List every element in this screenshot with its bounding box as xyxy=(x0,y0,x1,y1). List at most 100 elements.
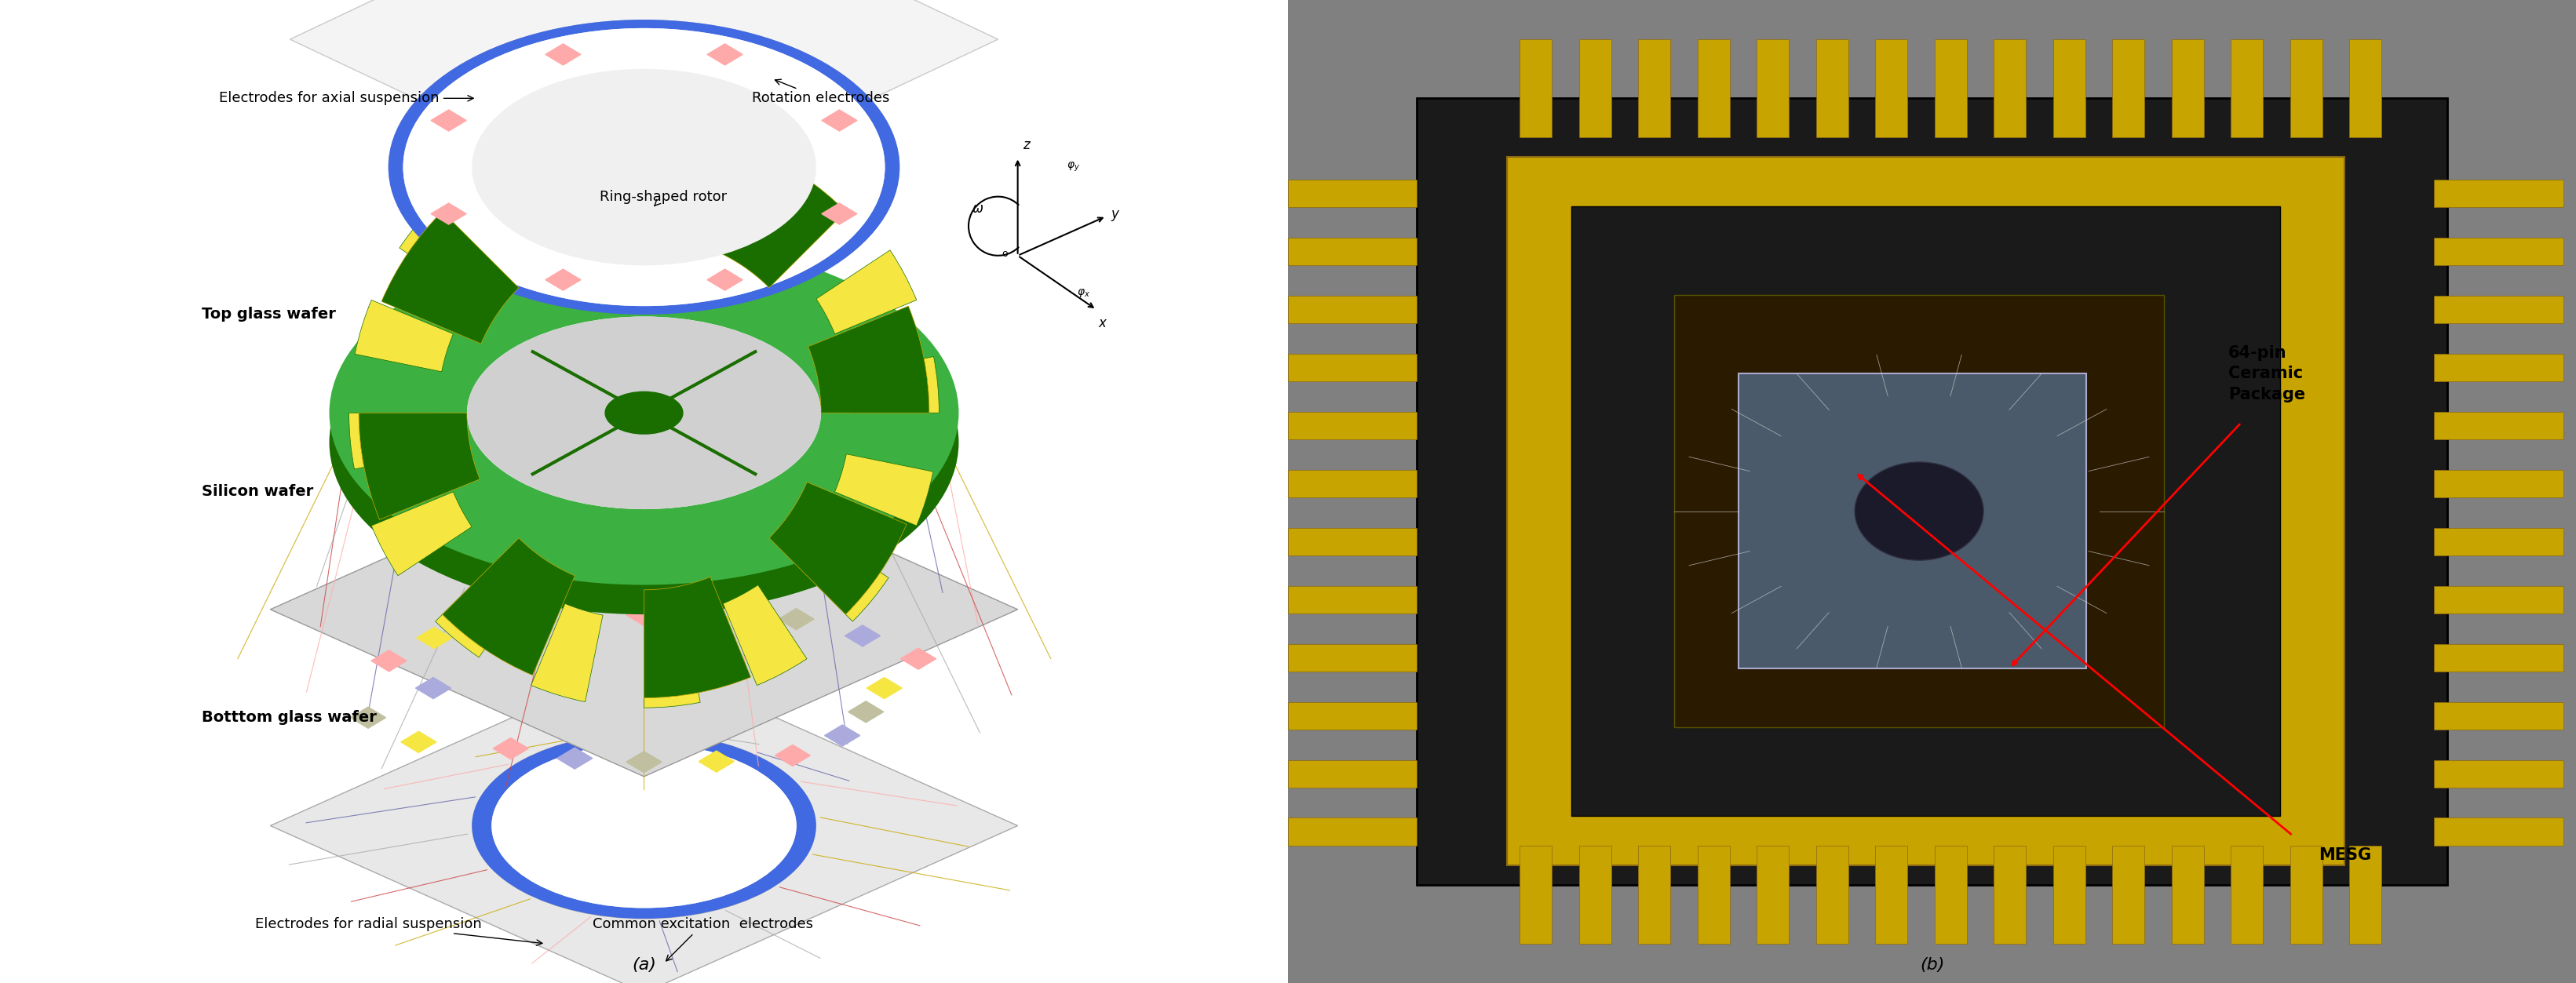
Polygon shape xyxy=(515,46,556,72)
Wedge shape xyxy=(685,124,757,222)
Text: (a): (a) xyxy=(631,957,657,973)
Text: z: z xyxy=(1023,139,1030,152)
Ellipse shape xyxy=(466,346,822,539)
Polygon shape xyxy=(845,625,881,647)
Polygon shape xyxy=(809,91,853,118)
Polygon shape xyxy=(415,677,451,699)
Wedge shape xyxy=(760,168,853,267)
Wedge shape xyxy=(443,538,574,675)
Polygon shape xyxy=(546,44,580,65)
Polygon shape xyxy=(430,203,466,224)
Wedge shape xyxy=(770,482,907,614)
Polygon shape xyxy=(430,110,466,131)
Bar xyxy=(2290,39,2324,138)
Bar xyxy=(1520,845,1553,944)
Text: 64-pin
Ceramic
Package: 64-pin Ceramic Package xyxy=(2228,345,2306,402)
Bar xyxy=(1288,238,1417,265)
Bar xyxy=(2434,412,2563,439)
Ellipse shape xyxy=(531,765,757,887)
Bar xyxy=(1288,818,1417,845)
Bar xyxy=(1288,470,1417,497)
Ellipse shape xyxy=(471,732,817,919)
Wedge shape xyxy=(435,558,528,658)
Polygon shape xyxy=(270,659,1018,983)
Polygon shape xyxy=(546,269,580,290)
Ellipse shape xyxy=(466,317,822,509)
Polygon shape xyxy=(556,748,592,769)
Text: x: x xyxy=(1097,317,1105,330)
Wedge shape xyxy=(587,118,644,210)
Bar xyxy=(1288,528,1417,555)
Polygon shape xyxy=(775,745,811,766)
Text: Ring-shaped rotor: Ring-shaped rotor xyxy=(600,190,726,206)
Text: $\varphi_x$: $\varphi_x$ xyxy=(1077,287,1090,299)
Polygon shape xyxy=(809,216,853,243)
Bar xyxy=(1994,845,2027,944)
Polygon shape xyxy=(866,677,902,699)
Bar xyxy=(2434,470,2563,497)
FancyBboxPatch shape xyxy=(1507,157,2344,865)
Polygon shape xyxy=(626,751,662,773)
Bar xyxy=(1520,39,1553,138)
Wedge shape xyxy=(355,300,453,372)
Polygon shape xyxy=(402,731,435,753)
FancyBboxPatch shape xyxy=(1739,374,2087,668)
Polygon shape xyxy=(778,608,814,630)
Bar xyxy=(2349,39,2383,138)
Wedge shape xyxy=(791,528,889,621)
Text: o: o xyxy=(1002,249,1007,259)
Polygon shape xyxy=(461,603,497,624)
Text: Top glass wafer: Top glass wafer xyxy=(201,307,335,322)
Polygon shape xyxy=(824,724,860,746)
Bar xyxy=(2349,845,2383,944)
Ellipse shape xyxy=(389,20,899,315)
Bar xyxy=(1698,845,1731,944)
Ellipse shape xyxy=(330,241,958,585)
Polygon shape xyxy=(840,154,881,180)
Polygon shape xyxy=(435,91,479,118)
Bar xyxy=(1638,845,1672,944)
Wedge shape xyxy=(714,150,845,288)
Bar xyxy=(2434,760,2563,787)
Polygon shape xyxy=(623,279,665,305)
Text: Rotation electrodes: Rotation electrodes xyxy=(752,80,889,105)
FancyBboxPatch shape xyxy=(1571,206,2280,816)
Ellipse shape xyxy=(453,56,835,278)
Bar xyxy=(2434,586,2563,613)
Text: y: y xyxy=(1110,207,1118,221)
Ellipse shape xyxy=(492,743,796,908)
Bar xyxy=(1935,845,1968,944)
Bar xyxy=(1288,760,1417,787)
Polygon shape xyxy=(623,29,665,55)
Bar xyxy=(1288,180,1417,207)
Bar xyxy=(1288,296,1417,323)
Wedge shape xyxy=(644,615,701,708)
Bar xyxy=(2434,296,2563,323)
Wedge shape xyxy=(381,211,518,344)
Bar xyxy=(1288,412,1417,439)
Polygon shape xyxy=(559,610,595,632)
Polygon shape xyxy=(435,216,479,243)
Polygon shape xyxy=(708,44,742,65)
Polygon shape xyxy=(407,154,448,180)
Ellipse shape xyxy=(402,29,886,306)
Text: Silicon wafer: Silicon wafer xyxy=(201,484,314,499)
Ellipse shape xyxy=(471,69,817,265)
Bar xyxy=(1875,845,1909,944)
Polygon shape xyxy=(371,650,407,671)
Bar xyxy=(2434,818,2563,845)
Bar xyxy=(1698,39,1731,138)
Text: MESG: MESG xyxy=(2318,847,2370,863)
Bar xyxy=(1288,702,1417,729)
Polygon shape xyxy=(515,262,556,288)
Bar xyxy=(2434,354,2563,381)
Wedge shape xyxy=(348,413,440,469)
Bar xyxy=(2434,644,2563,671)
Bar xyxy=(2434,702,2563,729)
Ellipse shape xyxy=(471,69,817,265)
Ellipse shape xyxy=(389,20,899,315)
Wedge shape xyxy=(835,454,933,526)
Ellipse shape xyxy=(330,270,958,614)
Text: $\omega$: $\omega$ xyxy=(971,202,984,215)
Bar xyxy=(1288,586,1417,613)
